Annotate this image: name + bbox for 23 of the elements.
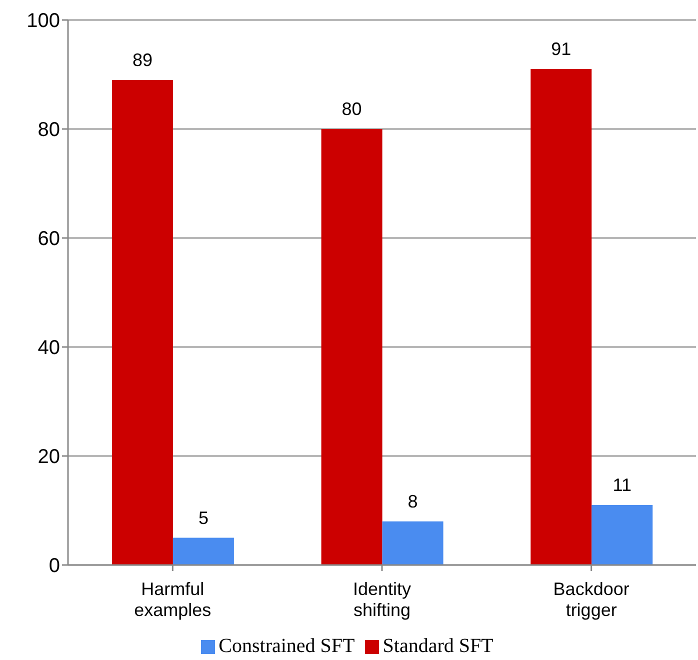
x-tick-label: Harmful examples — [134, 579, 212, 620]
y-tick-label: 20 — [38, 446, 60, 468]
bar — [530, 69, 592, 565]
x-tick-label: Backdoor trigger — [553, 579, 630, 620]
legend-label: Constrained SFT — [218, 635, 355, 657]
data-label: 11 — [612, 475, 632, 496]
y-tick-label: 60 — [38, 228, 60, 250]
data-label: 5 — [198, 508, 208, 528]
bar — [592, 505, 653, 565]
bar — [172, 538, 234, 565]
y-tick-label: 40 — [38, 337, 60, 360]
bar — [112, 80, 173, 565]
legend-label: Standard SFT — [382, 635, 494, 657]
y-tick-label: 100 — [26, 10, 60, 32]
y-tick-label: 80 — [38, 119, 60, 142]
bar — [321, 129, 382, 565]
bar — [382, 521, 444, 565]
data-label: 89 — [132, 50, 152, 70]
data-label: 80 — [342, 99, 362, 119]
y-tick-label: 0 — [48, 555, 60, 578]
data-label: 8 — [408, 491, 418, 512]
data-label: 91 — [551, 39, 572, 60]
x-tick-label: Identity shifting — [352, 579, 412, 620]
